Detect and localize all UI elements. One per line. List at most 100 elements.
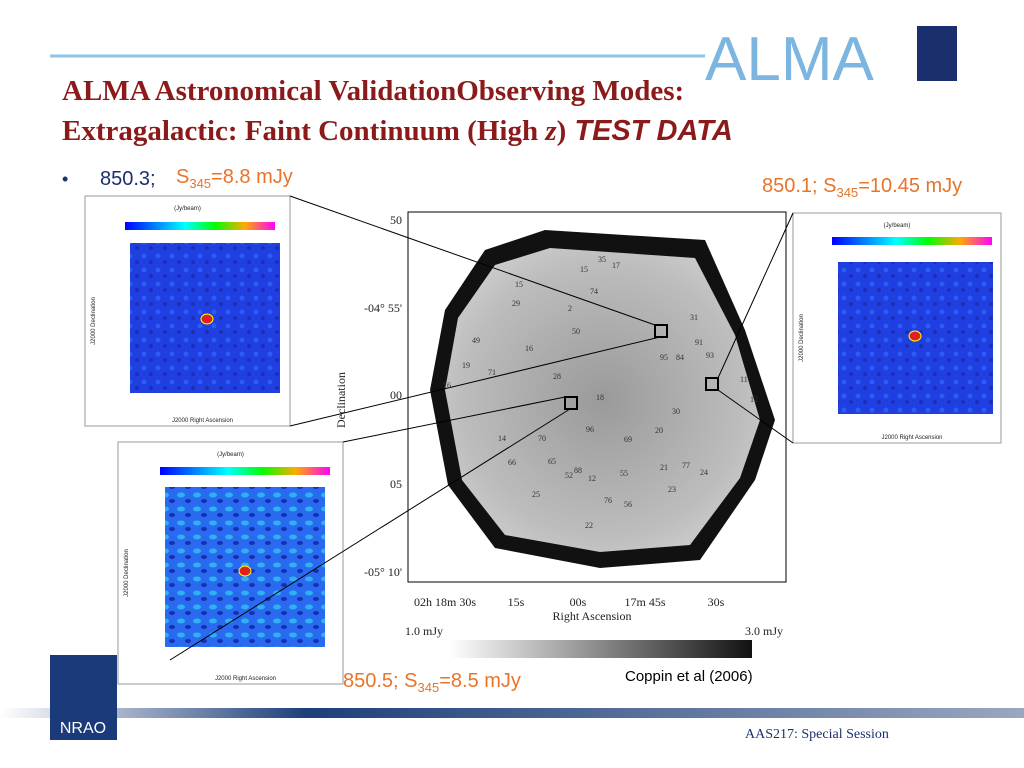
source-label: 31	[690, 313, 698, 322]
flux-sub: 345	[189, 176, 211, 191]
source-label: 30	[672, 407, 680, 416]
source-label: 77	[682, 461, 690, 470]
source-label: 95	[660, 353, 668, 362]
hex-map	[445, 248, 760, 552]
connector	[289, 195, 656, 326]
inset-y-label: J2000 Declination	[91, 297, 97, 345]
inset-unit: (Jy/beam)	[174, 206, 201, 212]
x-axis-label: Right Ascension	[552, 609, 631, 623]
title-part: Extragalactic: Faint Continuum (High	[62, 115, 545, 147]
source-label: 84	[676, 353, 684, 362]
source-label: 49	[472, 336, 480, 345]
source-label: 69	[624, 435, 632, 444]
alma-emblem	[917, 26, 957, 81]
source-label: 74	[590, 287, 598, 296]
source-label: 15	[580, 265, 588, 274]
inset-y-label: J2000 Declination	[124, 549, 130, 597]
flux: =8.8 mJy	[211, 166, 293, 188]
source-label: 16	[443, 381, 451, 390]
source-label: 71	[488, 368, 496, 377]
nrao-logo	[50, 655, 117, 740]
source-label: 19	[462, 361, 470, 370]
title-part: )	[557, 115, 567, 147]
source-label: 12	[750, 395, 758, 404]
inset-colorbar	[160, 467, 330, 475]
x-tick-label: 17m 45s	[624, 595, 665, 609]
connector	[169, 408, 571, 661]
source-peak	[908, 330, 922, 342]
bullet-id: 850.3;	[100, 168, 156, 190]
source-label: 11	[740, 375, 748, 384]
inset-y-label: J2000 Declination	[799, 314, 805, 362]
box	[564, 396, 578, 410]
source-label: 35	[598, 255, 606, 264]
inset-colorbar	[125, 222, 275, 230]
source-label: 50	[572, 327, 580, 336]
flux-sub: 345	[418, 680, 440, 695]
source-label: 96	[586, 425, 594, 434]
source-label: 20	[655, 426, 663, 435]
flux: =10.45 mJy	[858, 175, 962, 197]
flux: S	[176, 166, 189, 188]
inset-colorbar	[832, 237, 992, 245]
flux-label: 850.1; S345=10.45 mJy	[762, 175, 962, 200]
footer-bar	[0, 708, 1024, 718]
source-label: 29	[512, 299, 520, 308]
source-peak	[238, 565, 252, 577]
title-part: z	[544, 115, 557, 147]
x-tick-label: 02h 18m 30s	[414, 595, 476, 609]
inset-x-label: J2000 Right Ascension	[215, 676, 276, 682]
source-label: 55	[620, 469, 628, 478]
source-peak	[200, 313, 214, 325]
title-line: ALMA Astronomical ValidationObserving Mo…	[62, 75, 684, 107]
box	[654, 324, 668, 338]
flux: 850.1; S	[762, 175, 837, 197]
source-label: 25	[532, 490, 540, 499]
source-label: 91	[695, 338, 703, 347]
source-label: 21	[660, 463, 668, 472]
source-label: 2	[568, 304, 572, 313]
source-label: 16	[525, 344, 533, 353]
title-part: TEST DATA	[566, 115, 732, 147]
flux: 850.5; S	[343, 670, 418, 692]
nrao-text: NRAO	[60, 720, 106, 737]
y-tick-label: 50	[390, 213, 402, 227]
colorbar	[450, 640, 752, 658]
y-tick-label: 00	[390, 388, 402, 402]
inset-x-label: J2000 Right Ascension	[172, 418, 233, 424]
source-label: 70	[538, 434, 546, 443]
y-axis-label: Declination	[334, 372, 348, 428]
flux-sub: 345	[837, 185, 859, 200]
source-label: 12	[588, 474, 596, 483]
main-image	[407, 211, 787, 658]
source-label: 52	[565, 471, 573, 480]
source-label: 76	[604, 496, 612, 505]
source-label: 22	[585, 521, 593, 530]
source-label: 18	[596, 393, 604, 402]
alma-logo: ALMA	[705, 25, 874, 94]
session: AAS217: Special Session	[745, 727, 889, 742]
x-tick-label: 15s	[508, 595, 525, 609]
citation: Coppin et al (2006)	[625, 668, 753, 685]
source-label: 93	[706, 351, 714, 360]
connector	[717, 389, 794, 444]
y-tick-label: 05	[390, 477, 402, 491]
source-label: 24	[700, 468, 708, 477]
x-tick-label: 30s	[708, 595, 725, 609]
source-label: 23	[668, 485, 676, 494]
connector	[289, 336, 661, 427]
inset-unit: (Jy/beam)	[217, 452, 244, 458]
flux-label: 850.5; S345=8.5 mJy	[343, 670, 521, 695]
box	[705, 377, 719, 391]
inset-unit: (Jy/beam)	[884, 223, 911, 229]
source-label: 56	[624, 500, 632, 509]
source-label: 66	[508, 458, 516, 467]
title-line: Extragalactic: Faint Continuum (High z) …	[62, 115, 733, 147]
source-label: 14	[498, 434, 506, 443]
y-tick-label: -04° 55'	[364, 301, 402, 315]
source-label: 17	[612, 261, 620, 270]
source-label: 15	[515, 280, 523, 289]
inset-x-label: J2000 Right Ascension	[881, 435, 942, 441]
flux-label: S345=8.8 mJy	[176, 166, 293, 191]
